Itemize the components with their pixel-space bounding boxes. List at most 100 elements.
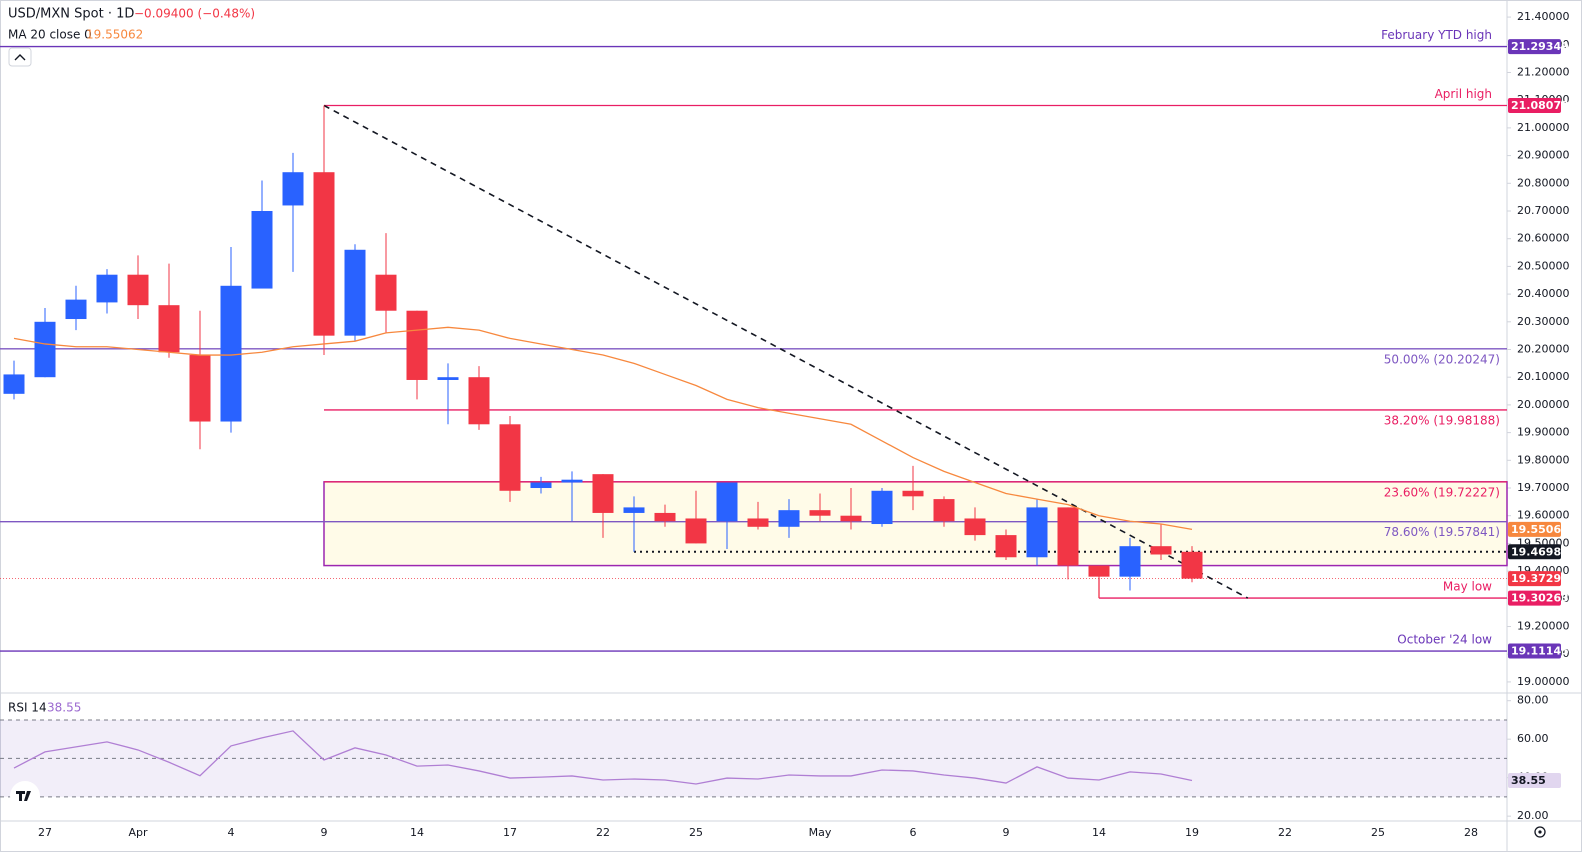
y-tick-label: 20.00000 <box>1517 398 1570 411</box>
logo <box>10 781 40 811</box>
y-tick-label: 20.90000 <box>1517 149 1570 162</box>
candle-body <box>1057 507 1079 566</box>
x-tick-label: 14 <box>1092 826 1106 839</box>
y-tick-label: 21.00000 <box>1517 121 1570 134</box>
candle-body <box>1181 551 1203 579</box>
rsi-tick-label: 20.00 <box>1517 809 1549 822</box>
y-tick-label: 19.20000 <box>1517 620 1570 633</box>
x-tick-label: 17 <box>503 826 517 839</box>
price-tag-label: 19.55062 <box>1511 523 1569 536</box>
level-label: 38.20% (19.98188) <box>1384 413 1500 427</box>
trendline <box>323 104 1249 599</box>
price-tag-label: 21.29349 <box>1511 40 1569 53</box>
level-label: May low <box>1443 580 1492 594</box>
price-tag-label: 19.11145 <box>1511 645 1569 658</box>
price-tag-label: 21.08078 <box>1511 99 1569 112</box>
plot: 21.4000021.3000021.2000021.1000021.00000… <box>0 10 1570 839</box>
candle-body <box>902 490 924 497</box>
chart-title: USD/MXN Spot · 1D <box>8 7 134 22</box>
candle-body <box>623 507 645 513</box>
y-tick-label: 19.70000 <box>1517 481 1570 494</box>
y-tick-label: 20.40000 <box>1517 287 1570 300</box>
y-tick-label: 20.10000 <box>1517 370 1570 383</box>
price-tag <box>1508 772 1561 788</box>
candle-body <box>685 518 707 544</box>
candle-body <box>871 490 893 525</box>
level-label: February YTD high <box>1381 28 1492 42</box>
price-tag <box>1508 521 1561 537</box>
candle-body <box>1150 546 1172 555</box>
rsi-tick-label: 80.00 <box>1517 694 1549 707</box>
x-tick-label: 14 <box>410 826 424 839</box>
x-tick-label: 9 <box>1003 826 1010 839</box>
x-tick-label: 28 <box>1464 826 1478 839</box>
price-tag <box>1508 39 1561 55</box>
candle-body <box>499 424 521 491</box>
y-tick-label: 20.20000 <box>1517 343 1570 356</box>
y-tick-label: 20.70000 <box>1517 204 1570 217</box>
collapse-box[interactable] <box>8 47 32 67</box>
price-tag-label: 19.46980 <box>1511 545 1569 558</box>
level-label: 23.60% (19.72227) <box>1384 485 1500 499</box>
candle-body <box>220 285 242 422</box>
candle-body <box>778 510 800 527</box>
price-tag-label: 38.55 <box>1511 774 1546 787</box>
x-tick-label: 9 <box>321 826 328 839</box>
candle-body <box>964 518 986 536</box>
candle-body <box>809 510 831 516</box>
ma-value: 19.55062 <box>86 28 143 42</box>
x-tick-label: 22 <box>596 826 610 839</box>
price-tag <box>1508 571 1561 587</box>
candle-body <box>995 535 1017 558</box>
candle-body <box>158 305 180 353</box>
candle-body <box>282 172 304 206</box>
price-tag <box>1508 544 1561 560</box>
level-label: 78.60% (19.57841) <box>1384 525 1500 539</box>
rsi-name: RSI 14 <box>8 701 47 715</box>
candle-body <box>344 249 366 336</box>
y-tick-label: 19.00000 <box>1517 675 1570 688</box>
settings-icon[interactable] <box>1534 826 1546 838</box>
ma-line <box>13 326 1193 531</box>
logo-bg <box>10 781 40 811</box>
candle-body <box>747 518 769 527</box>
y-tick-label: 20.50000 <box>1517 259 1570 272</box>
price-tag-label: 19.37293 <box>1511 572 1569 585</box>
candle-body <box>716 482 738 522</box>
candle-body <box>840 515 862 522</box>
candle-body <box>313 172 335 336</box>
level-label: October '24 low <box>1397 633 1492 647</box>
candle-body <box>375 274 397 311</box>
y-tick-label: 19.60000 <box>1517 509 1570 522</box>
x-tick-label: 6 <box>910 826 917 839</box>
settings-button[interactable] <box>1534 826 1546 838</box>
price-tag <box>1508 643 1561 659</box>
candle-body <box>468 377 490 425</box>
candle-body <box>406 310 428 380</box>
settings-dot <box>1538 830 1542 834</box>
candle-body <box>65 299 87 320</box>
y-tick-label: 19.80000 <box>1517 453 1570 466</box>
y-tick-label: 21.40000 <box>1517 10 1570 23</box>
y-tick-label: 21.20000 <box>1517 65 1570 78</box>
price-change: −0.09400 (−0.48%) <box>134 7 255 21</box>
x-tick-label: 4 <box>228 826 235 839</box>
x-tick-label: 22 <box>1278 826 1292 839</box>
collapse-button[interactable] <box>8 47 32 67</box>
candle-body <box>34 321 56 378</box>
collapse-chevron <box>14 54 26 61</box>
x-tick-label: May <box>809 826 832 839</box>
candle-body <box>437 377 459 380</box>
rsi-value: 38.55 <box>47 701 81 715</box>
candle-body <box>654 512 676 522</box>
y-tick-label: 20.60000 <box>1517 232 1570 245</box>
ma-name: MA 20 close 0 <box>8 28 92 42</box>
candle-body <box>3 374 25 394</box>
candle-body <box>561 479 583 483</box>
candle-body <box>251 210 273 289</box>
candle-body <box>189 355 211 422</box>
x-tick-label: 19 <box>1185 826 1199 839</box>
x-tick-label: Apr <box>128 826 148 839</box>
